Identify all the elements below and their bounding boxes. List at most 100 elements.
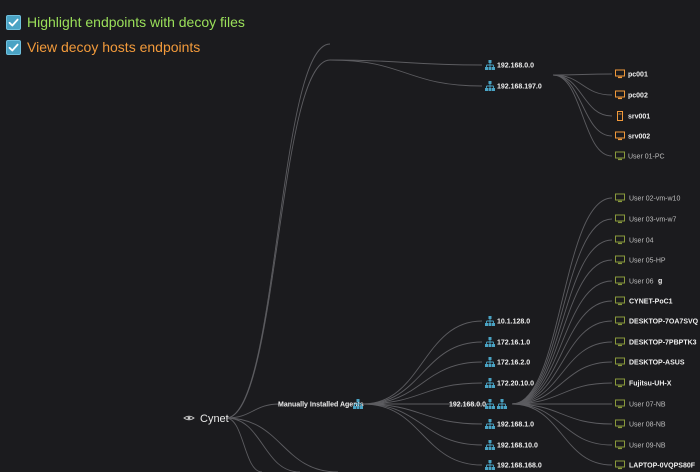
endpoint-label: User 03-vm-w7	[629, 217, 677, 224]
tree-link	[511, 382, 613, 405]
network-icon	[485, 378, 495, 388]
monitor-icon	[615, 460, 625, 470]
monitor-icon	[615, 337, 625, 347]
tree-link	[362, 361, 483, 405]
network-icon	[485, 399, 495, 409]
monitor-icon	[615, 193, 625, 203]
tree-link	[329, 59, 483, 87]
monitor-icon	[615, 316, 625, 326]
decoy-host-label: pc002	[628, 93, 648, 100]
tree-link	[362, 320, 483, 405]
view-decoy-hosts-checkbox[interactable]	[6, 39, 21, 55]
tree-link	[225, 417, 263, 472]
tree-link	[362, 341, 483, 405]
network-node-label: 172.16.1.0	[497, 340, 530, 347]
tree-link	[362, 403, 483, 446]
tree-link	[329, 59, 483, 66]
network-node-label: 192.168.10.0	[497, 443, 538, 450]
tree-link	[362, 403, 483, 425]
tree-link	[225, 403, 281, 419]
network-icon	[485, 81, 495, 91]
network-node-label: 172.16.2.0	[497, 360, 530, 367]
endpoint-label: User 05-HP	[629, 258, 666, 265]
network-icon	[353, 399, 363, 409]
monitor-icon	[615, 378, 625, 388]
network-icon	[485, 460, 495, 470]
tree-link	[362, 382, 483, 405]
endpoint-label: User 07-NB	[629, 402, 666, 409]
network-node-label: 172.20.10.0	[497, 381, 534, 388]
endpoint-label: CYNET-PoC1	[629, 299, 673, 306]
root-node-label: Cynet	[200, 413, 229, 425]
view-decoy-hosts-option[interactable]: View decoy hosts endpoints	[6, 37, 200, 57]
decoy-host-label: pc001	[628, 72, 648, 79]
network-icon	[485, 419, 495, 429]
monitor-icon	[615, 296, 625, 306]
tree-link	[552, 74, 613, 117]
monitor-icon	[615, 440, 625, 450]
decoy-host-label: srv001	[628, 114, 650, 121]
endpoint-label: User 06	[629, 279, 654, 286]
endpoint-label: User 09-NB	[629, 443, 666, 450]
network-node-label: 192.168.0.0	[449, 402, 486, 409]
tree-link	[552, 74, 613, 137]
endpoint-label: DESKTOP-ASUS	[629, 360, 685, 367]
checkmark-icon	[8, 43, 19, 51]
monitor-icon	[615, 69, 625, 79]
highlight-decoy-files-checkbox[interactable]	[6, 14, 21, 30]
monitor-icon	[615, 90, 625, 100]
network-node-label: 10.1.128.0	[497, 319, 530, 326]
tree-link	[225, 417, 339, 472]
tree-link	[552, 74, 613, 157]
tree-links	[225, 43, 613, 472]
checkmark-icon	[8, 18, 19, 26]
tree-link	[511, 403, 613, 425]
tree-link	[511, 403, 613, 466]
network-node-label: 192.168.197.0	[497, 84, 542, 91]
tree-link	[511, 259, 613, 405]
tree-link	[511, 341, 613, 405]
network-node-label: 192.168.0.0	[497, 63, 534, 70]
monitor-icon	[615, 276, 625, 286]
network-icon	[485, 316, 495, 326]
tree-link	[511, 197, 613, 405]
network-icon	[485, 357, 495, 367]
tree-link	[511, 280, 613, 405]
cursor-glyph: g	[658, 278, 662, 285]
network-icon	[485, 60, 495, 70]
monitor-icon	[615, 235, 625, 245]
tree-link	[511, 239, 613, 405]
endpoint-label: DESKTOP-7OA7SVQ	[629, 319, 699, 326]
decoy-host-label: srv002	[628, 134, 650, 141]
tree-nodes: Cynet Manually Installed Agents 192.168.0.…	[183, 60, 699, 470]
network-node-label: 192.168.168.0	[497, 463, 542, 470]
tree-link	[225, 59, 331, 419]
eye-icon	[183, 415, 195, 421]
tree-link	[225, 417, 301, 472]
group-node-label: Manually Installed Agents	[278, 402, 364, 409]
network-icon	[497, 399, 507, 409]
network-icon	[485, 440, 495, 450]
decoy-host-label: User 01-PC	[628, 154, 665, 161]
monitor-icon	[615, 151, 625, 161]
endpoint-label: DESKTOP-7PBPTK3	[629, 340, 697, 347]
endpoint-label: User 08-NB	[629, 422, 666, 429]
monitor-icon	[615, 214, 625, 224]
endpoint-label: Fujitsu-UH-X	[629, 381, 672, 388]
network-icon	[485, 337, 495, 347]
server-icon	[617, 111, 623, 121]
monitor-icon	[615, 399, 625, 409]
tree-link	[511, 403, 613, 446]
network-node-label: 192.168.1.0	[497, 422, 534, 429]
tree-link	[511, 320, 613, 405]
monitor-icon	[615, 131, 625, 141]
monitor-icon	[615, 255, 625, 265]
monitor-icon	[615, 419, 625, 429]
endpoint-label: LAPTOP-0VQPS80F	[629, 463, 696, 470]
endpoint-label: User 04	[629, 238, 654, 245]
highlight-decoy-files-label: Highlight endpoints with decoy files	[27, 14, 245, 30]
highlight-decoy-files-option[interactable]: Highlight endpoints with decoy files	[6, 12, 245, 32]
endpoint-label: User 02-vm-w10	[629, 196, 680, 203]
monitor-icon	[615, 357, 625, 367]
tree-link	[511, 361, 613, 405]
